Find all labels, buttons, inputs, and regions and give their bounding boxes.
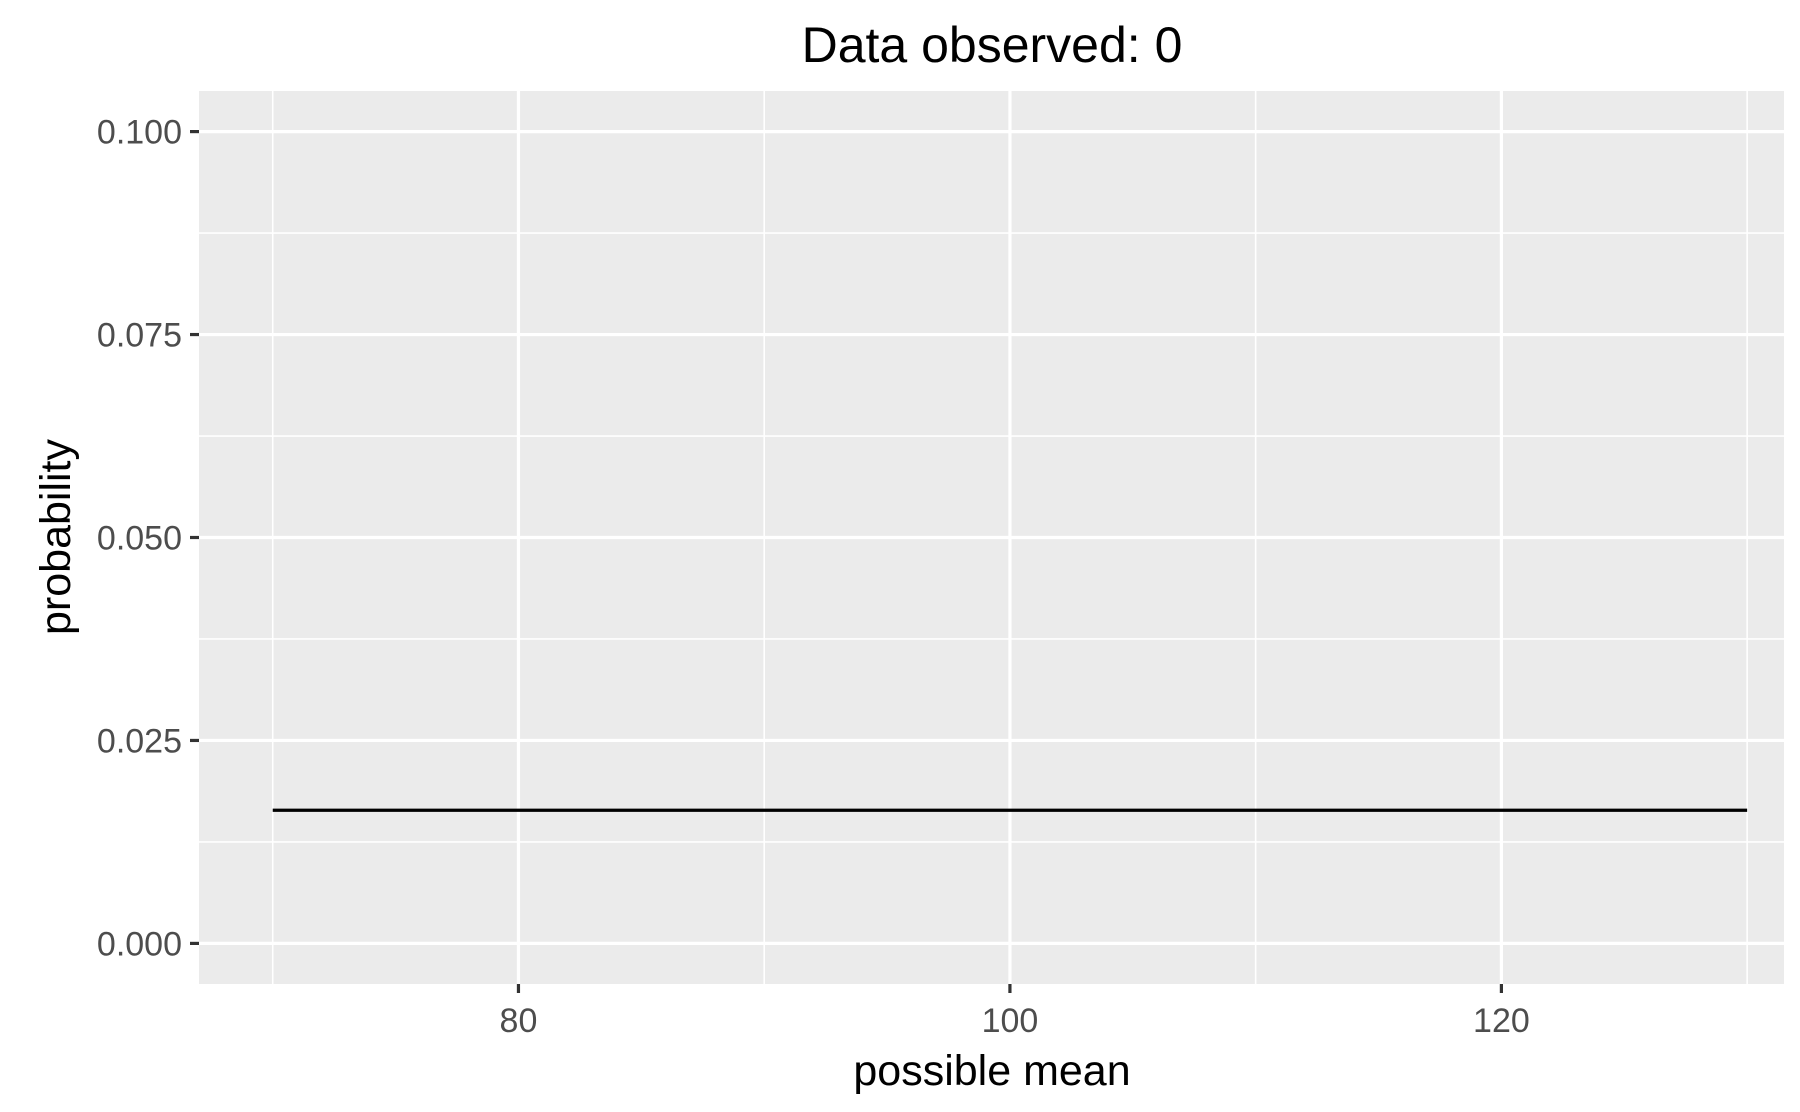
- x-axis: 80 100 120: [500, 984, 1530, 1040]
- y-axis-title: probability: [32, 439, 80, 635]
- x-tick-label: 80: [500, 1002, 538, 1040]
- y-tick-label: 0.050: [97, 520, 182, 558]
- x-tick-label: 100: [982, 1002, 1039, 1040]
- y-tick-label: 0.100: [97, 114, 182, 152]
- y-tick-label: 0.000: [97, 925, 182, 963]
- y-axis: 0.000 0.025 0.050 0.075 0.100: [97, 114, 199, 963]
- major-gridlines: [199, 91, 1784, 984]
- y-tick-label: 0.075: [97, 317, 182, 355]
- x-tick-label: 120: [1473, 1002, 1530, 1040]
- y-tick-label: 0.025: [97, 722, 182, 760]
- chart-title: Data observed: 0: [802, 17, 1183, 73]
- x-axis-title: possible mean: [853, 1047, 1130, 1095]
